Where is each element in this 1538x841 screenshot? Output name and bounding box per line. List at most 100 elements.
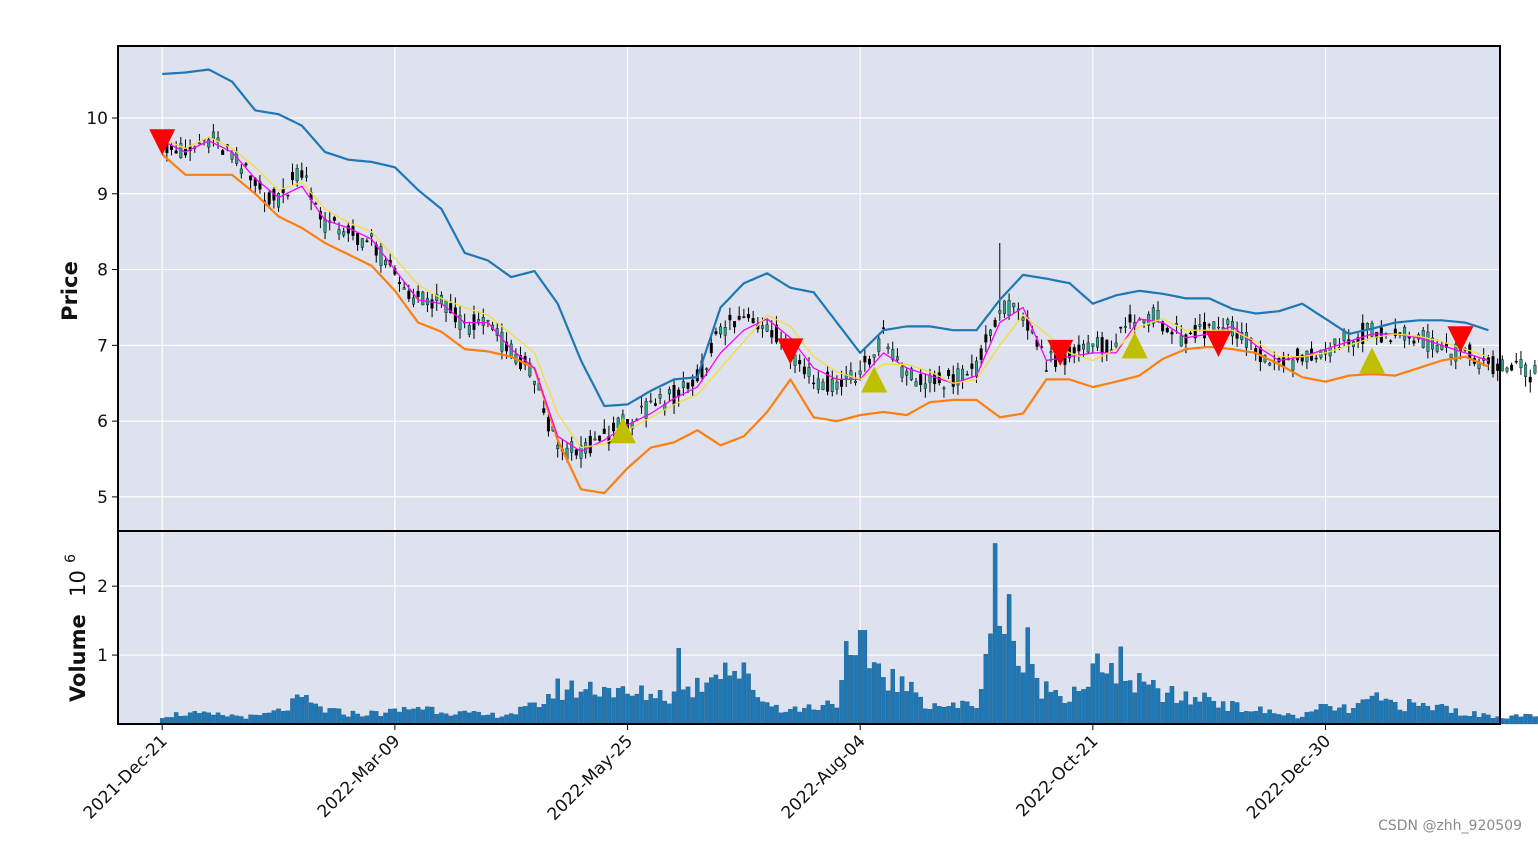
candle-body <box>342 231 346 236</box>
volume-bar <box>881 677 886 725</box>
volume-bar <box>336 708 342 725</box>
candle-body <box>1156 310 1160 320</box>
candle-body <box>1361 322 1365 344</box>
volume-bar <box>1234 702 1240 725</box>
sell-marker <box>149 129 176 156</box>
volume-bar <box>271 710 277 725</box>
candle-body <box>416 290 420 297</box>
volume-bar <box>681 689 686 725</box>
fast-ma-line <box>161 140 1489 453</box>
volume-bar <box>485 714 491 725</box>
volume-bar <box>699 691 705 725</box>
volume-bar <box>522 706 528 725</box>
volume-bar <box>778 712 784 725</box>
candle-body <box>975 360 978 377</box>
candle-body <box>1403 326 1407 341</box>
volume-bar <box>1095 653 1100 725</box>
candle-body <box>1500 359 1504 372</box>
candle-body <box>1468 344 1472 360</box>
volume-bar <box>564 689 570 725</box>
candle-body <box>1454 343 1458 362</box>
volume-bar <box>1439 704 1445 725</box>
candle-body <box>640 405 643 408</box>
volume-bar <box>192 711 198 725</box>
volume-bar <box>299 697 305 725</box>
candle-body <box>411 297 415 305</box>
volume-bar <box>871 662 877 725</box>
volume-bar <box>722 662 728 725</box>
volume-bar <box>197 713 202 725</box>
candle-body <box>816 378 820 390</box>
candle-body <box>486 319 490 322</box>
price-panel: 5 6 7 8 9 10 Price <box>58 45 1537 532</box>
volume-bar <box>769 706 775 725</box>
price-y-tick-label: 6 <box>97 412 108 432</box>
volume-bar <box>1286 713 1291 725</box>
volume-bar <box>346 716 351 725</box>
volume-bar <box>266 712 272 725</box>
volume-bar <box>425 706 430 725</box>
volume-bar <box>1467 716 1472 725</box>
volume-bar <box>1448 712 1454 725</box>
candle-body <box>909 368 913 381</box>
volume-bar <box>378 716 384 725</box>
volume-bar <box>443 713 449 725</box>
volume-bar <box>802 707 807 725</box>
volume-bar <box>830 704 835 725</box>
volume-bar <box>853 655 858 725</box>
volume-bar <box>788 709 793 725</box>
candle-body <box>807 367 811 377</box>
volume-bar <box>187 712 193 725</box>
candle-body <box>1123 326 1127 328</box>
x-tick-label: 2021-Dec-21 <box>80 731 172 823</box>
volume-bar <box>1146 684 1151 725</box>
volume-bar <box>811 709 816 725</box>
volume-bar <box>229 714 235 725</box>
volume-bar <box>420 709 426 725</box>
volume-bar <box>1365 699 1370 725</box>
volume-bar <box>257 715 263 725</box>
volume-bar <box>876 663 882 725</box>
candle-body <box>1096 337 1099 348</box>
candle-body <box>574 449 578 456</box>
volume-bar <box>1393 702 1398 725</box>
volume-bar <box>560 699 565 725</box>
candle-body <box>356 233 360 245</box>
candle-body <box>1082 343 1086 350</box>
volume-bar <box>574 697 579 725</box>
volume-bar <box>1332 710 1338 725</box>
candle-body <box>709 342 713 354</box>
volume-bar <box>1044 681 1049 725</box>
volume-bar <box>332 708 337 725</box>
candle-body <box>407 290 411 299</box>
volume-y-tick-label: 1 <box>97 646 108 666</box>
candle-body <box>277 193 281 208</box>
volume-bar <box>1411 702 1417 725</box>
candle-body <box>1161 321 1165 332</box>
volume-bar <box>713 674 719 725</box>
volume-bar <box>1132 692 1137 725</box>
candle-body <box>360 238 364 248</box>
volume-bar <box>178 716 184 725</box>
candle-body <box>267 192 271 205</box>
upper-band-line <box>162 68 1489 408</box>
volume-bar <box>1379 700 1384 725</box>
volume-bar <box>462 710 467 725</box>
volume-bar <box>611 697 616 725</box>
volume-bar <box>867 668 872 725</box>
volume-bar <box>629 695 635 725</box>
volume-bar <box>1090 663 1096 725</box>
volume-bar <box>1216 707 1221 725</box>
volume-bar <box>1137 673 1142 725</box>
candle-body <box>467 325 471 335</box>
volume-bar <box>392 708 398 725</box>
volume-bar <box>955 708 961 725</box>
candle-body <box>1091 343 1095 347</box>
volume-bar <box>1104 673 1110 725</box>
volume-bar <box>1504 718 1510 725</box>
candle-body <box>500 331 504 352</box>
volume-bar <box>862 630 868 725</box>
volume-bar <box>201 711 207 725</box>
volume-bar <box>634 693 640 725</box>
volume-bar <box>904 691 909 725</box>
